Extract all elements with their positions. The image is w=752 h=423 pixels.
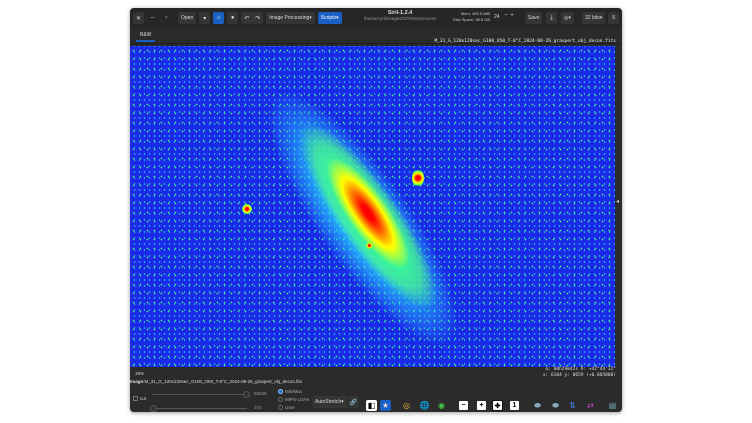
stretch-label: AutoStretch <box>315 399 342 405</box>
sidebar-toggle-icon[interactable]: ◂ <box>616 199 620 205</box>
mode-user[interactable]: User <box>278 405 295 410</box>
snapshot-menu[interactable]: ◎▾ <box>561 12 574 24</box>
stretch-dropdown[interactable]: AutoStretch ▾ <box>312 396 347 408</box>
image-filename-overlay: M_31_G_120x120sec_G100_O50_T-8°C_2024-08… <box>434 39 616 44</box>
tab-bw[interactable]: B&W <box>136 31 156 42</box>
tab-bar: B&W <box>130 28 622 44</box>
zoom-level: 19% <box>135 371 145 376</box>
rotate-left-icon[interactable]: ⬬ <box>534 400 541 410</box>
negative-view-icon[interactable]: ◧ <box>366 400 377 411</box>
working-dir: /home/cyril/Images/CP/M31/process <box>363 16 437 21</box>
image-label: Image: <box>130 379 145 384</box>
minimize-icon[interactable]: – <box>150 15 155 21</box>
image-name-value: M_31_G_120x120sec_G100_O50_T-8°C_2024-08… <box>144 379 302 384</box>
high-value: 65535 <box>254 391 267 396</box>
mirror-x-icon[interactable]: ⇅ <box>569 401 576 410</box>
cut-label: cut <box>140 396 147 401</box>
menu-icon[interactable]: ≡ <box>608 12 619 24</box>
save-as-icon[interactable]: ⤓ <box>546 12 557 24</box>
high-slider-handle[interactable] <box>243 391 250 398</box>
save-button[interactable]: Save <box>525 12 543 24</box>
mode-label: User <box>285 405 295 410</box>
mode-label: MIPS-LO/HI <box>285 397 310 402</box>
zoom-in-icon[interactable]: + <box>476 400 487 411</box>
disk-space: Disk Space: 38.8 GB <box>452 17 490 22</box>
high-slider[interactable] <box>152 394 247 395</box>
undo-icon[interactable]: ↶ <box>241 12 253 24</box>
grid-globe-icon[interactable]: 🌐 <box>419 401 430 410</box>
scripts-label: Scripts <box>320 15 337 21</box>
world-coords: α: 00h29m42s δ: +42°44'32" <box>545 367 616 372</box>
zoom-fit-icon[interactable]: ✚ <box>492 400 503 411</box>
link-icon[interactable]: 🔗 <box>348 396 359 408</box>
m32-satellite <box>412 169 424 187</box>
header-bar: ✕ – ▫ Open ▾ ⌂ ● ↶ ↷ Image Processing ▾ S… <box>130 8 622 28</box>
zoom-100-icon[interactable]: 1 <box>509 400 520 411</box>
image-processing-label: Image Processing <box>269 15 310 21</box>
home-icon[interactable]: ⌂ <box>213 12 225 24</box>
redo-icon[interactable]: ↷ <box>252 12 264 24</box>
layers-icon[interactable]: ▤ <box>608 401 617 410</box>
low-value: 374 <box>254 405 262 410</box>
image-canvas[interactable] <box>130 46 615 367</box>
scripts-menu[interactable]: Scripts ▾ <box>317 12 342 24</box>
mode-minmax[interactable]: Min/Max <box>278 389 302 394</box>
photometry-icon[interactable]: ◎ <box>403 401 410 410</box>
livestack-icon[interactable]: ● <box>227 12 239 24</box>
recent-dropdown[interactable]: ▾ <box>199 12 211 24</box>
open-button[interactable]: Open <box>178 12 197 24</box>
cut-checkbox[interactable]: cut <box>133 396 146 401</box>
mode-mips[interactable]: MIPS-LO/HI <box>278 397 309 402</box>
foreground-star <box>366 242 373 249</box>
pixel-coords: x: 6104 y: 0659 (+0.005000) <box>542 373 616 378</box>
mode-label: Min/Max <box>285 389 303 394</box>
bright-star <box>242 204 252 214</box>
threads-stepper[interactable]: − + <box>504 12 515 19</box>
bit-depth-menu[interactable]: 32 bits ▾ <box>582 12 606 24</box>
app-title: Siril-1.2.4 <box>387 10 413 16</box>
window-title: Siril-1.2.4 /home/cyril/Images/CP/M31/pr… <box>360 10 440 21</box>
maximize-icon[interactable]: ▫ <box>165 15 168 21</box>
image-name: Image:M_31_G_120x120sec_G100_O50_T-8°C_2… <box>130 379 302 384</box>
cursor-coords: α: 00h29m42s δ: +42°44'32" x: 6104 y: 065… <box>543 367 616 379</box>
colormap-icon[interactable]: ★ <box>380 400 391 411</box>
zoom-out-icon[interactable]: − <box>458 400 469 411</box>
threads-count: 24 <box>494 14 500 20</box>
low-slider[interactable] <box>152 408 247 409</box>
bit-depth-label: 32 bits <box>585 15 600 21</box>
rotate-right-icon[interactable]: ⬬ <box>552 400 559 410</box>
low-slider-handle[interactable] <box>150 405 157 412</box>
image-processing-menu[interactable]: Image Processing ▾ <box>266 12 315 24</box>
memory-info: Mem: 409.9 MiB Disk Space: 38.8 GB <box>453 11 490 23</box>
annotate-icon[interactable]: ◉ <box>438 401 445 410</box>
siril-window: ✕ – ▫ Open ▾ ⌂ ● ↶ ↷ Image Processing ▾ S… <box>130 8 622 412</box>
mem-usage: Mem: 409.9 MiB <box>460 11 490 16</box>
mirror-y-icon[interactable]: ⇄ <box>587 401 594 410</box>
close-icon[interactable]: ✕ <box>133 12 144 24</box>
